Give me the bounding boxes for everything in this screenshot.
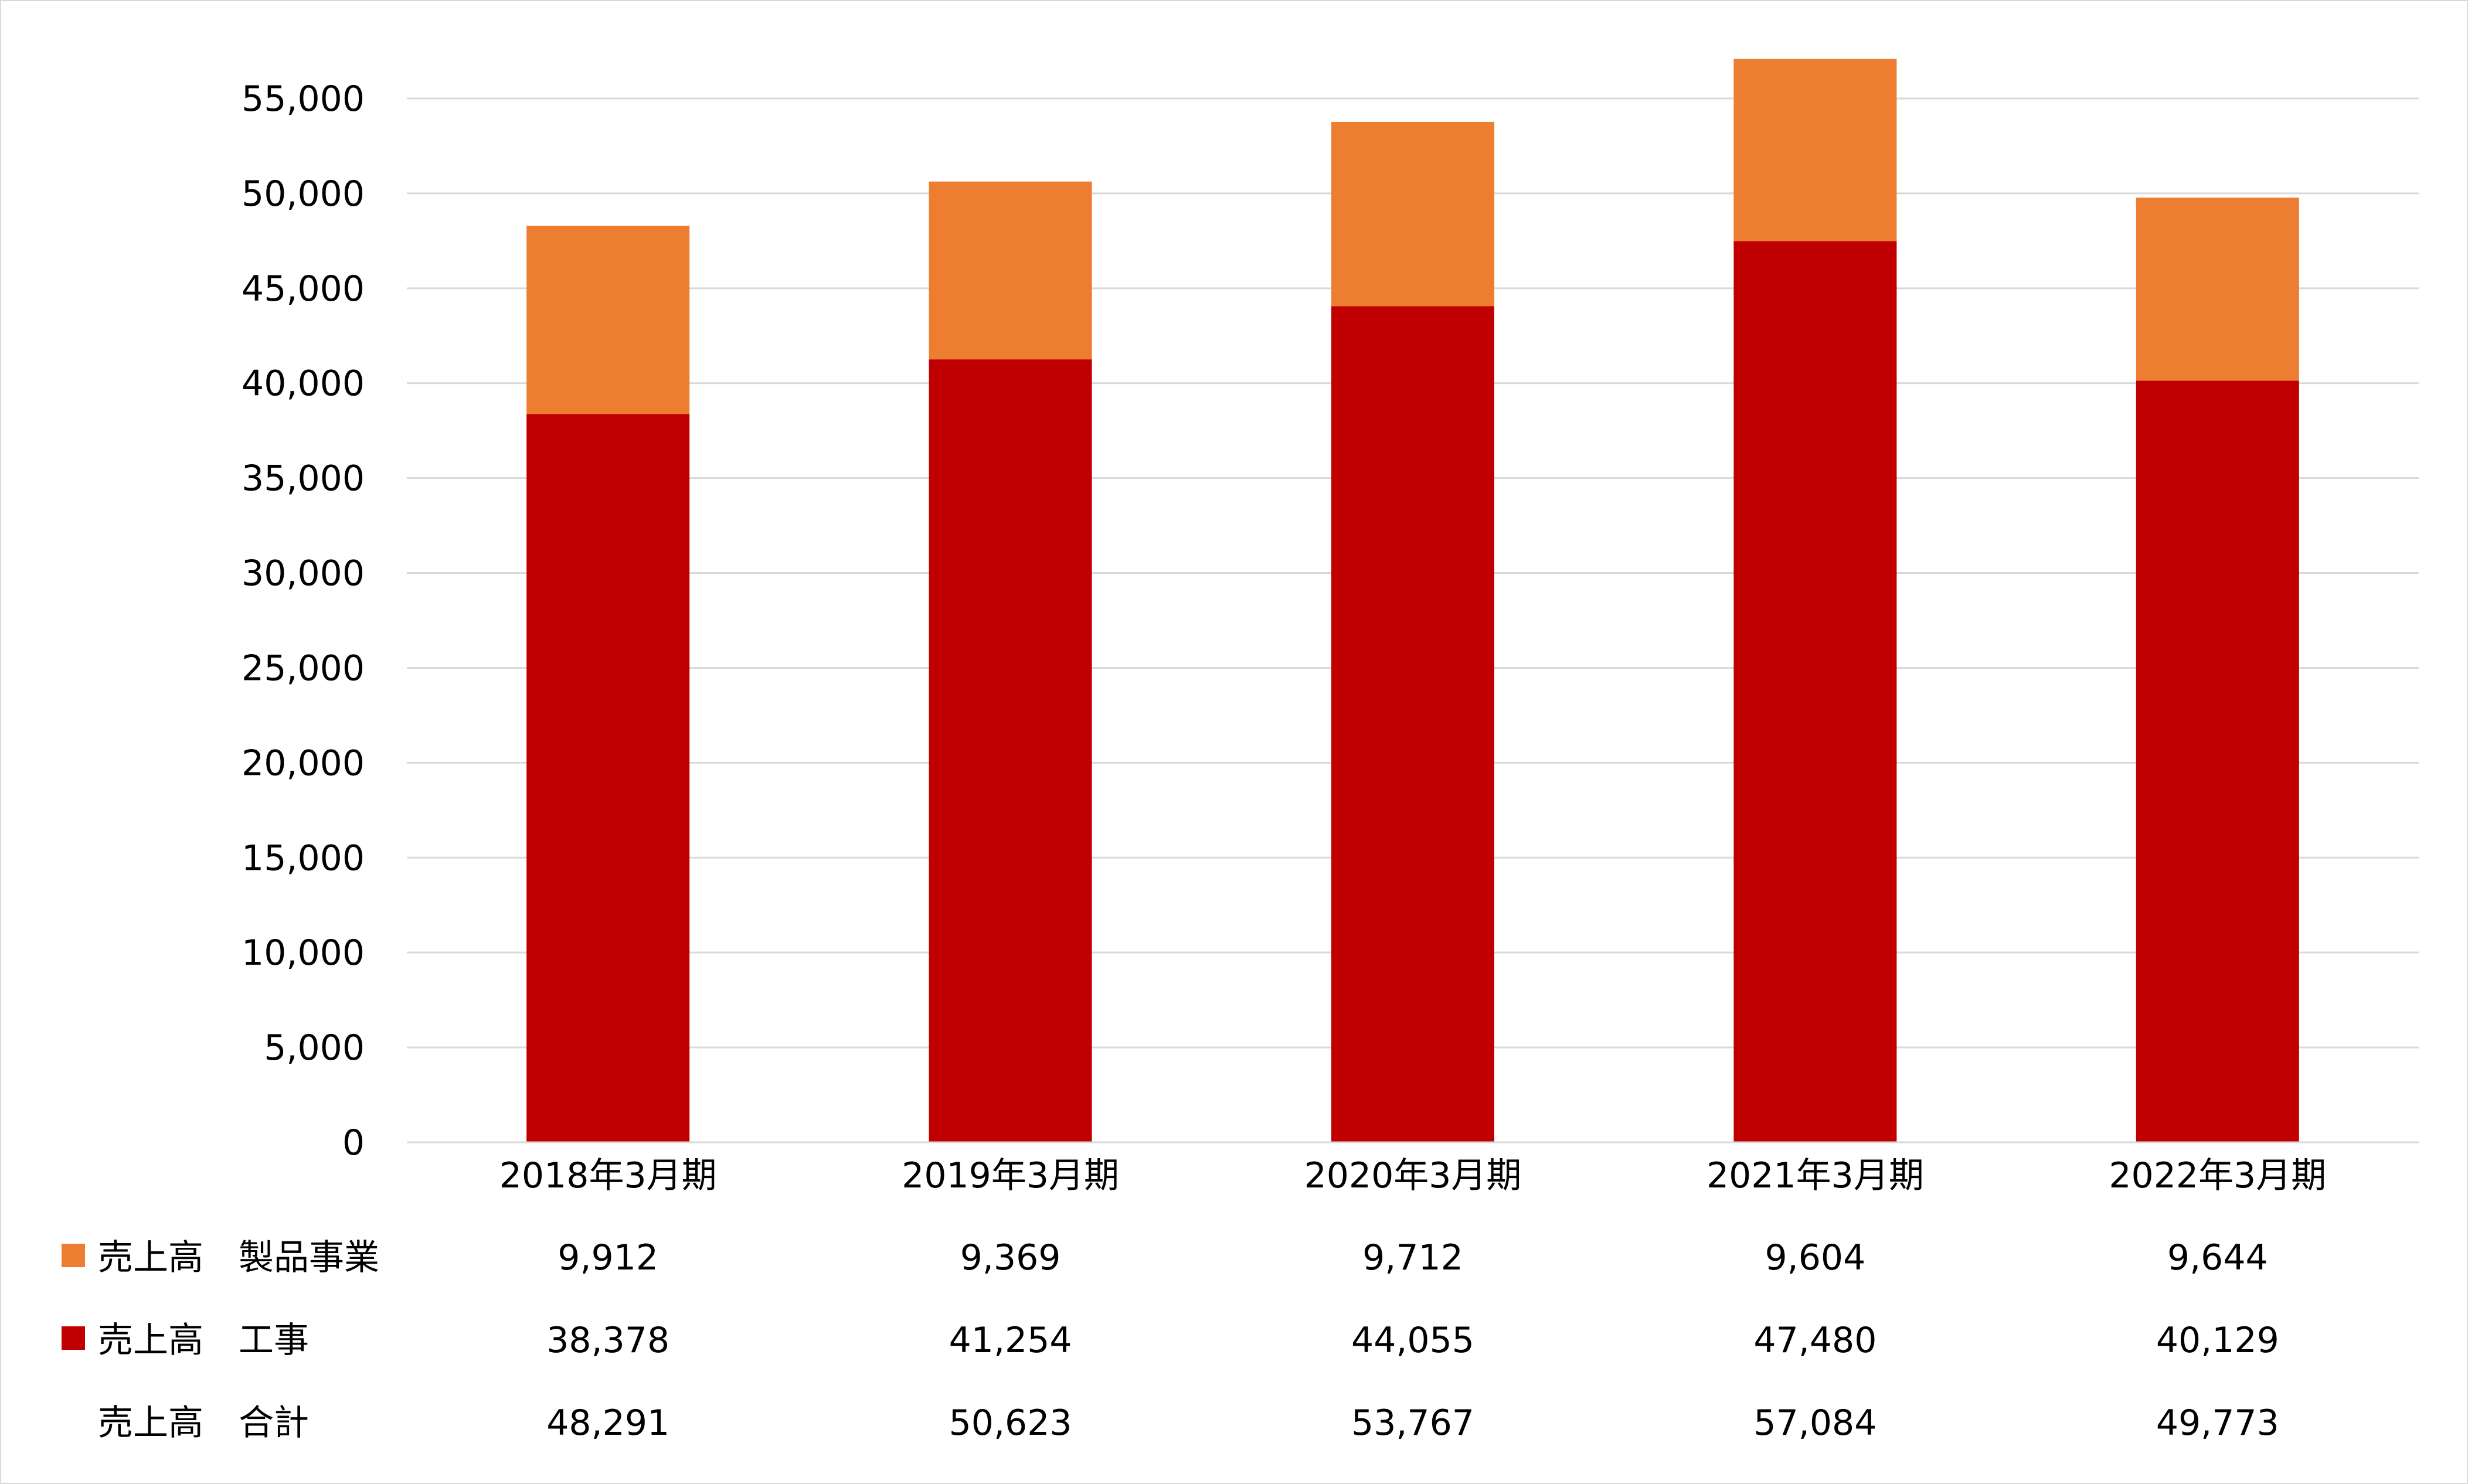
bars <box>526 59 2299 1143</box>
table-row-label: 売上高 製品事業 <box>98 1237 379 1278</box>
y-tick-label: 45,000 <box>242 268 365 309</box>
table-cell: 9,369 <box>960 1237 1061 1278</box>
table-row-label: 売上高 合計 <box>98 1403 309 1444</box>
y-axis-ticks: 0 5,000 10,000 15,000 20,000 25,000 30,000 35,0… <box>242 79 365 1163</box>
data-table: 売上高 製品事業 9,912 9,369 9,712 9,604 9,644 売上高 工事 3… <box>62 1237 2279 1444</box>
table-cell: 50,623 <box>949 1403 1072 1444</box>
x-category-label: 2018年3月期 <box>499 1155 717 1196</box>
table-cell: 40,129 <box>2156 1320 2279 1361</box>
bar-segment <box>1733 241 1897 1143</box>
y-tick-label: 5,000 <box>264 1027 365 1068</box>
y-tick-label: 15,000 <box>242 838 365 879</box>
x-axis-categories: 2018年3月期 2019年3月期 2020年3月期 2021年3月期 2022年3月期 <box>499 1155 2326 1196</box>
table-cell: 53,767 <box>1351 1403 1474 1444</box>
table-cell: 9,644 <box>2167 1237 2268 1278</box>
bar-segment <box>526 414 690 1142</box>
x-category-label: 2021年3月期 <box>1706 1155 1924 1196</box>
table-cell: 41,254 <box>949 1320 1072 1361</box>
y-tick-label: 55,000 <box>242 79 365 120</box>
table-cell: 9,604 <box>1765 1237 1866 1278</box>
table-cell: 57,084 <box>1753 1403 1877 1444</box>
legend-marker <box>62 1326 85 1350</box>
y-tick-label: 30,000 <box>242 553 365 594</box>
table-cell: 9,912 <box>557 1237 658 1278</box>
y-tick-label: 50,000 <box>242 173 365 215</box>
y-tick-label: 0 <box>342 1122 365 1163</box>
y-tick-label: 20,000 <box>242 743 365 784</box>
table-cell: 49,773 <box>2156 1403 2279 1444</box>
bar-segment <box>2136 198 2299 381</box>
bar-segment <box>929 181 1092 360</box>
table-cell: 44,055 <box>1351 1320 1474 1361</box>
bar-segment <box>929 359 1092 1142</box>
legend-marker <box>62 1244 85 1267</box>
table-cell: 9,712 <box>1362 1237 1463 1278</box>
bar-segment <box>2136 380 2299 1142</box>
x-category-label: 2022年3月期 <box>2109 1155 2326 1196</box>
table-cell: 48,291 <box>546 1403 669 1444</box>
table-cell: 38,378 <box>546 1320 669 1361</box>
bar-segment <box>526 226 690 414</box>
y-tick-label: 10,000 <box>242 932 365 974</box>
y-tick-label: 25,000 <box>242 648 365 689</box>
bar-segment <box>1733 59 1897 241</box>
x-category-label: 2020年3月期 <box>1304 1155 1522 1196</box>
y-tick-label: 35,000 <box>242 458 365 499</box>
table-row-label: 売上高 工事 <box>98 1320 309 1361</box>
bar-segment <box>1331 306 1494 1143</box>
table-cell: 47,480 <box>1753 1320 1877 1361</box>
x-category-label: 2019年3月期 <box>902 1155 1119 1196</box>
y-tick-label: 40,000 <box>242 363 365 404</box>
bar-segment <box>1331 121 1494 307</box>
